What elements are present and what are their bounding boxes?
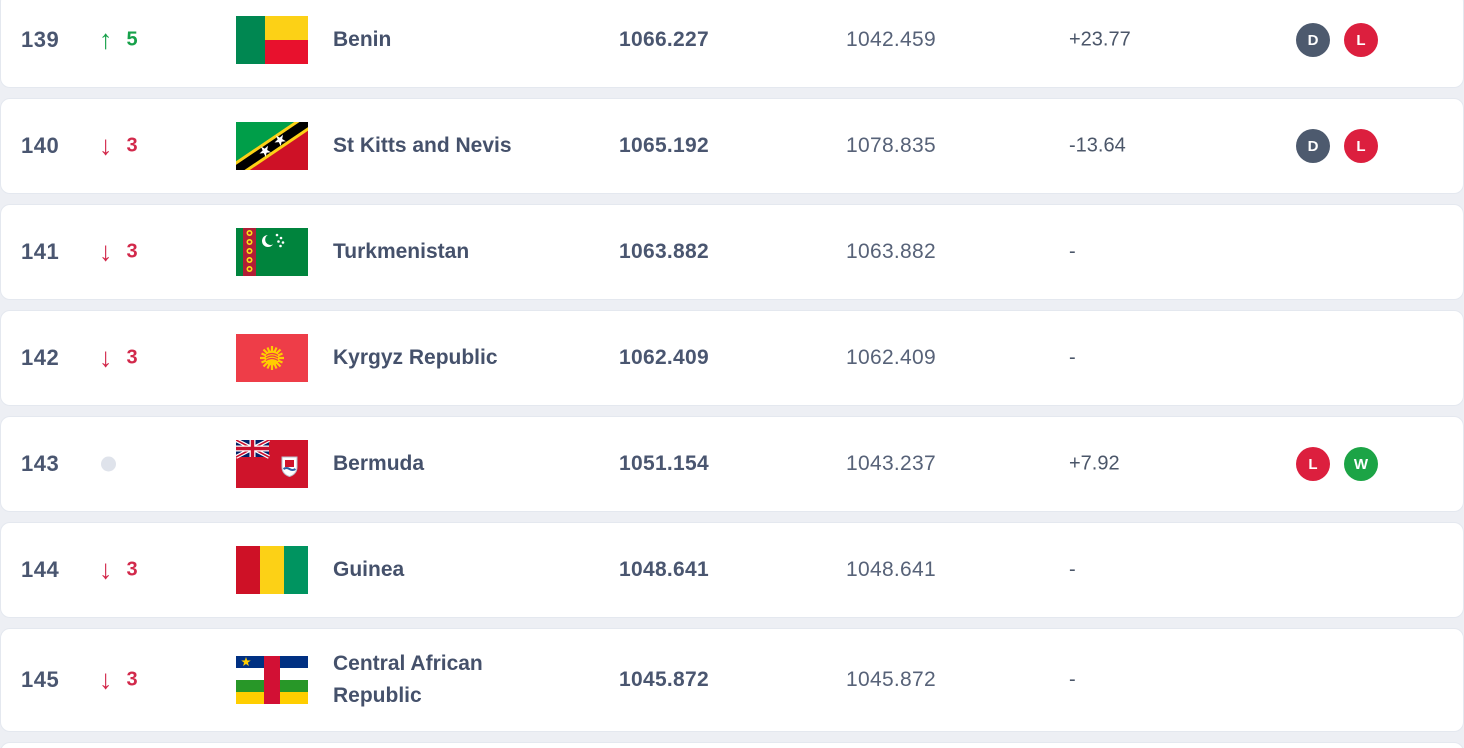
points-change: -	[1069, 668, 1076, 691]
rank-number: 145	[21, 667, 60, 692]
previous-points: 1063.882	[846, 240, 936, 263]
central-african-republic-flag-icon	[236, 656, 308, 704]
total-points: 1051.154	[619, 452, 709, 475]
movement-value: 3	[126, 134, 138, 157]
win-badge: W	[1344, 447, 1378, 481]
movement-arrow-icon: ↓	[99, 664, 113, 695]
total-points: 1048.641	[619, 558, 709, 581]
rank-number: 144	[21, 557, 60, 582]
points-change: -13.64	[1069, 134, 1126, 157]
movement-value: 5	[126, 28, 138, 51]
previous-points: 1045.872	[846, 668, 936, 691]
points-change: -	[1069, 558, 1076, 581]
movement-arrow-icon: ↓	[99, 554, 113, 585]
previous-points: 1078.835	[846, 134, 936, 157]
total-points: 1062.409	[619, 346, 709, 369]
movement-arrow-icon: ↑	[99, 24, 113, 55]
loss-badge: L	[1344, 129, 1378, 163]
no-change-dot-icon	[101, 456, 116, 472]
rank-number: 139	[21, 27, 60, 52]
movement-arrow-icon: ↓	[99, 342, 113, 373]
draw-badge: D	[1296, 129, 1330, 163]
rank-movement: ↓ 3	[99, 236, 138, 267]
rank-number: 143	[21, 451, 60, 476]
previous-points: 1048.641	[846, 558, 936, 581]
rank-movement: ↓ 3	[99, 130, 138, 161]
movement-value: 3	[126, 346, 138, 369]
points-change: +7.92	[1069, 452, 1120, 475]
rank-number: 142	[21, 345, 60, 370]
rank-movement: ↓ 3	[99, 554, 138, 585]
total-points: 1063.882	[619, 240, 709, 263]
previous-points: 1062.409	[846, 346, 936, 369]
movement-value: 3	[126, 558, 138, 581]
ranking-row-partial[interactable]	[0, 742, 1464, 748]
ranking-row[interactable]: 140 ↓ 3 St Kitts and Nevis 1065.192 1078…	[0, 98, 1464, 194]
total-points: 1065.192	[619, 134, 709, 157]
kyrgyz-republic-flag-icon	[236, 334, 308, 382]
country-name: Kyrgyz Republic	[333, 346, 498, 369]
turkmenistan-flag-icon	[236, 228, 308, 276]
rank-movement	[99, 456, 116, 472]
ranking-row[interactable]: 145 ↓ 3 Central African Republic 1045.87…	[0, 628, 1464, 732]
draw-badge: D	[1296, 23, 1330, 57]
loss-badge: L	[1296, 447, 1330, 481]
ranking-row[interactable]: 139 ↑ 5 Benin 1066.227 1042.459 +23.77 D…	[0, 0, 1464, 88]
previous-points: 1042.459	[846, 28, 936, 51]
country-name: Central African Republic	[333, 652, 483, 707]
rank-number: 140	[21, 133, 60, 158]
previous-points: 1043.237	[846, 452, 936, 475]
country-name: Bermuda	[333, 452, 425, 475]
country-name: Turkmenistan	[333, 240, 470, 263]
movement-arrow-icon: ↓	[99, 130, 113, 161]
country-name: Benin	[333, 28, 392, 51]
points-change: -	[1069, 240, 1076, 263]
movement-value: 3	[126, 668, 138, 691]
rank-movement: ↓ 3	[99, 664, 138, 695]
benin-flag-icon	[236, 16, 308, 64]
ranking-row[interactable]: 144 ↓ 3 Guinea 1048.641 1048.641 -	[0, 522, 1464, 618]
loss-badge: L	[1344, 23, 1378, 57]
st-kitts-and-nevis-flag-icon	[236, 122, 308, 170]
country-name: Guinea	[333, 558, 405, 581]
points-change: +23.77	[1069, 28, 1131, 51]
total-points: 1066.227	[619, 28, 709, 51]
points-change: -	[1069, 346, 1076, 369]
total-points: 1045.872	[619, 668, 709, 691]
movement-arrow-icon: ↓	[99, 236, 113, 267]
ranking-row[interactable]: 142 ↓ 3 Kyrgyz Republic 1062.409 1062.40…	[0, 310, 1464, 406]
guinea-flag-icon	[236, 546, 308, 594]
rank-movement: ↑ 5	[99, 24, 138, 55]
bermuda-flag-icon	[236, 440, 308, 488]
rank-movement: ↓ 3	[99, 342, 138, 373]
country-name: St Kitts and Nevis	[333, 134, 512, 157]
rank-number: 141	[21, 239, 60, 264]
movement-value: 3	[126, 240, 138, 263]
ranking-row[interactable]: 141 ↓ 3 Turkmenistan 1063.882 1063.882 -	[0, 204, 1464, 300]
